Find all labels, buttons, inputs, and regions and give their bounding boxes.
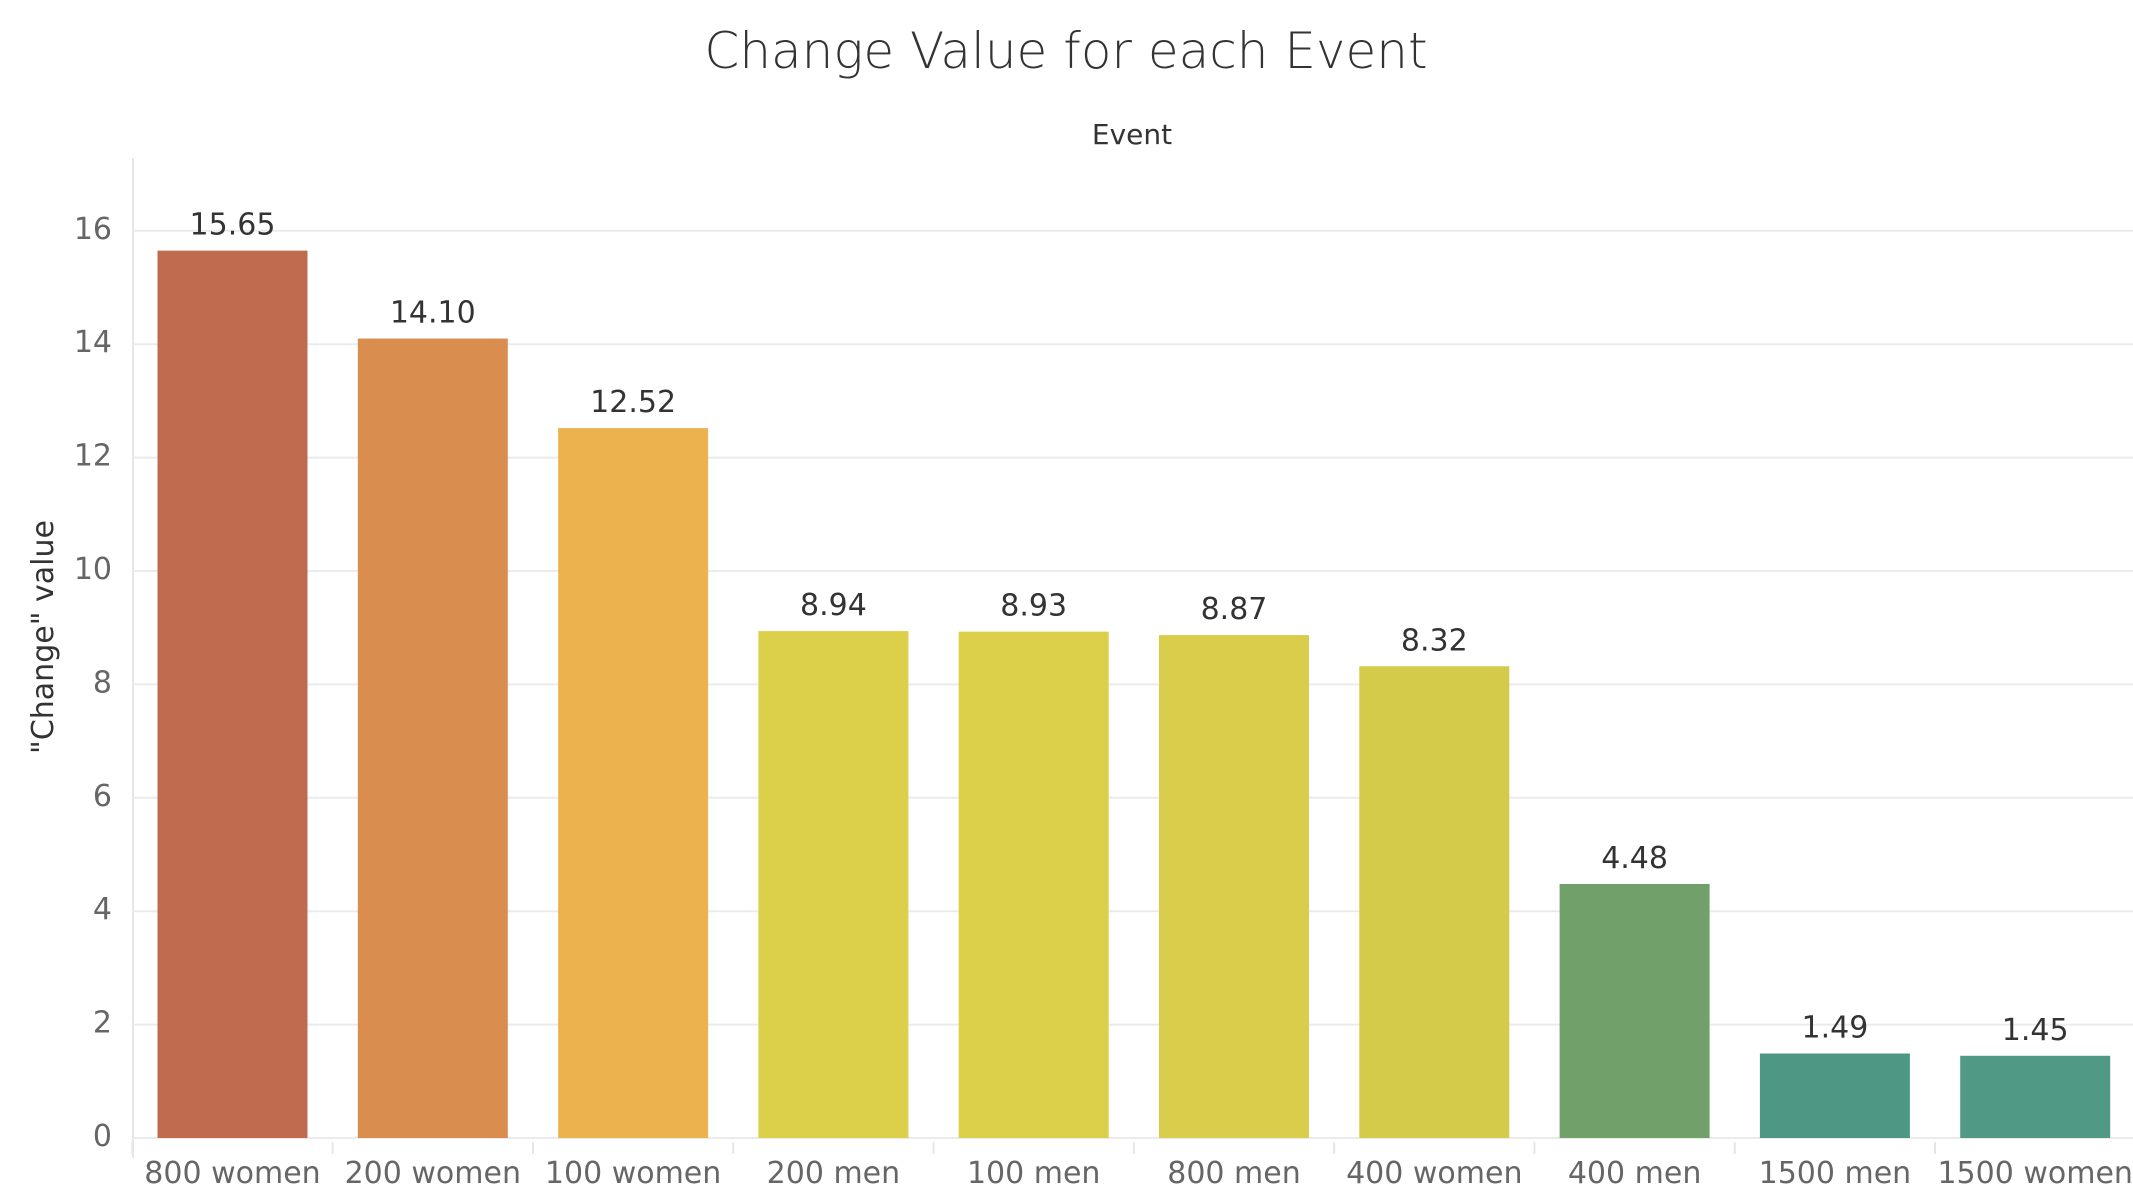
y-tick-label: 0 bbox=[93, 1119, 112, 1154]
x-tick-label: 100 women bbox=[545, 1156, 721, 1191]
x-tick-label: 800 women bbox=[144, 1156, 320, 1191]
x-axis-ticks: 800 women 200 women 100 women 200 men 100 me… bbox=[131, 1142, 2133, 1191]
data-label: 4.48 bbox=[1601, 841, 1668, 876]
x-tick-label: 400 men bbox=[1568, 1156, 1702, 1191]
y-axis-label: "Change" value bbox=[26, 520, 61, 754]
x-tick-label: 400 women bbox=[1346, 1156, 1522, 1191]
data-label: 15.65 bbox=[190, 208, 276, 243]
y-tick-label: 6 bbox=[93, 779, 112, 814]
data-label: 1.49 bbox=[1802, 1011, 1869, 1046]
x-tick-label: 1500 women bbox=[1937, 1156, 2132, 1191]
x-tick-label: 1500 men bbox=[1759, 1156, 1912, 1191]
bar bbox=[1359, 666, 1510, 1138]
y-tick-label: 10 bbox=[74, 552, 112, 587]
bar bbox=[1559, 883, 1710, 1138]
bar bbox=[157, 250, 308, 1138]
data-label: 8.93 bbox=[1000, 589, 1067, 624]
x-tick-label: 800 men bbox=[1167, 1156, 1301, 1191]
y-axis-ticks: 0 2 4 6 8 10 12 14 16 bbox=[74, 212, 112, 1154]
y-tick-label: 16 bbox=[74, 212, 112, 247]
chart-title: Change Value for each Event bbox=[704, 22, 1427, 80]
bar bbox=[1960, 1055, 2111, 1138]
bar bbox=[1759, 1053, 1910, 1138]
data-label: 1.45 bbox=[2002, 1013, 2069, 1048]
data-label: 8.32 bbox=[1401, 623, 1468, 658]
data-label: 12.52 bbox=[590, 385, 676, 420]
bar bbox=[357, 338, 508, 1138]
bars bbox=[157, 250, 2111, 1139]
data-label: 8.94 bbox=[800, 588, 867, 623]
bar bbox=[758, 631, 909, 1138]
x-tick-label: 200 women bbox=[345, 1156, 521, 1191]
x-tick-label: 100 men bbox=[967, 1156, 1101, 1191]
y-tick-label: 4 bbox=[93, 892, 112, 927]
y-tick-label: 8 bbox=[93, 665, 112, 700]
bar bbox=[958, 631, 1109, 1138]
y-tick-label: 2 bbox=[93, 1006, 112, 1041]
x-tick-label: 200 men bbox=[767, 1156, 901, 1191]
column-header: Event bbox=[1092, 118, 1172, 151]
y-tick-label: 12 bbox=[74, 439, 112, 474]
data-labels: 15.65 14.10 12.52 8.94 8.93 8.87 8.32 4.48 1.49 1… bbox=[190, 208, 2069, 1048]
bar bbox=[558, 428, 709, 1139]
data-label: 14.10 bbox=[390, 296, 476, 331]
y-tick-label: 14 bbox=[74, 325, 112, 360]
data-label: 8.87 bbox=[1201, 592, 1268, 627]
bar bbox=[1159, 635, 1309, 1138]
